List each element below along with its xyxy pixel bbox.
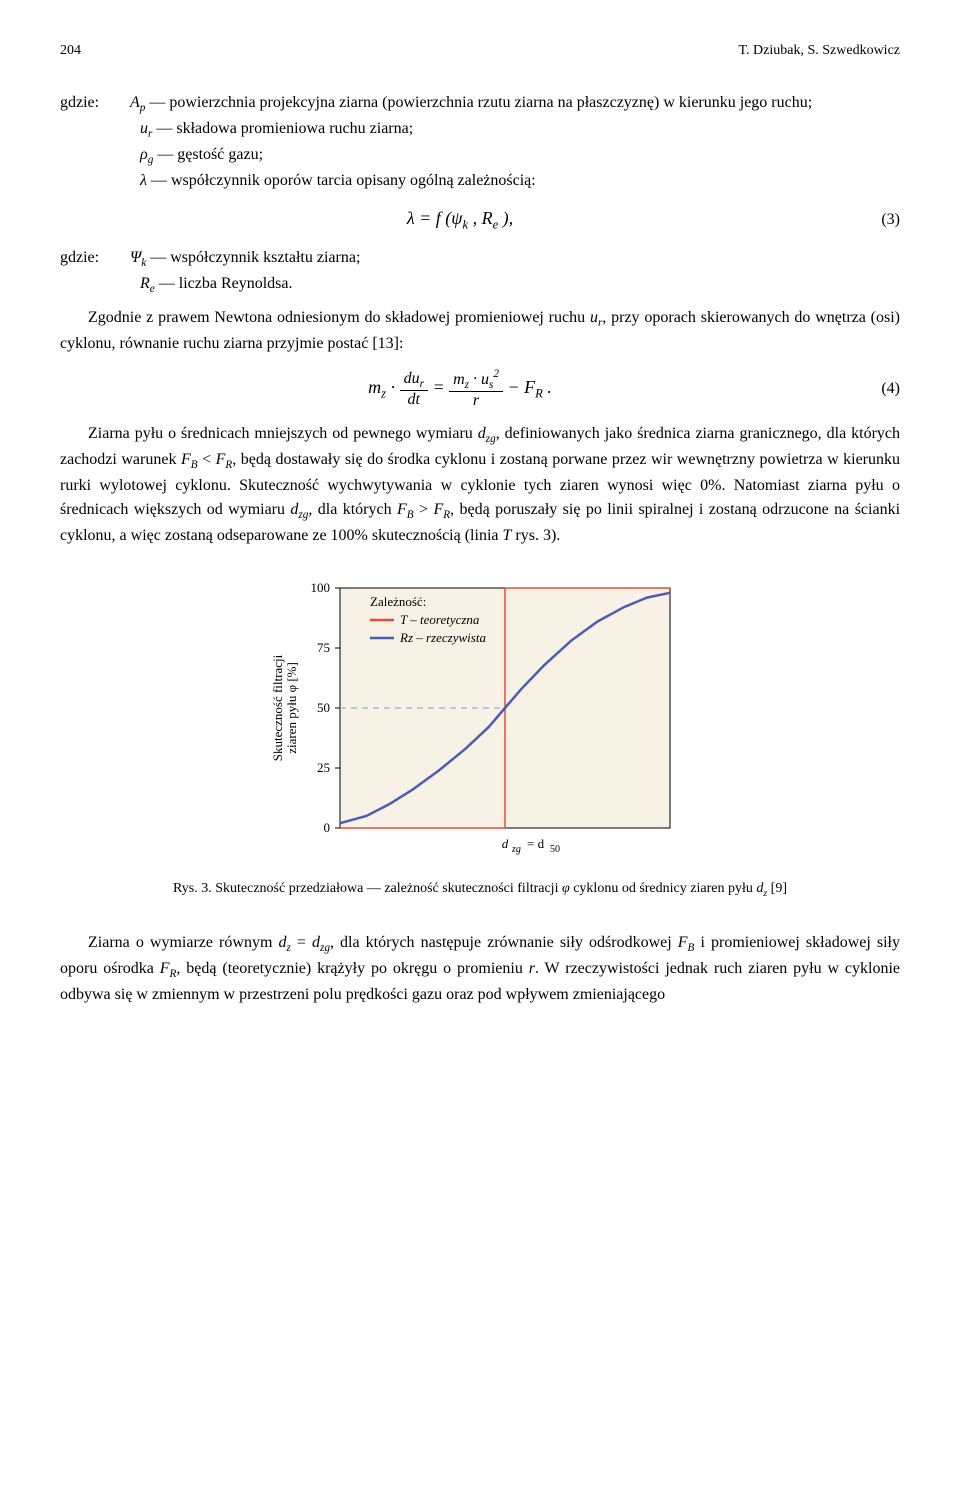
paragraph-3: Ziarna o wymiarze równym dz = dzg, dla k… (60, 931, 900, 1007)
chart-svg: 0 25 50 75 100 Skuteczność filtracjiziaren py… (270, 568, 690, 868)
gdzie-label-2: gdzie: (60, 246, 126, 270)
def-ur: ur — składowa promieniowa ruchu ziarna; (140, 117, 900, 143)
header: 204 T. Dziubak, S. Szwedkowicz (60, 40, 900, 61)
svg-text:Zależność:: Zależność: (370, 594, 426, 609)
svg-text:75: 75 (317, 640, 330, 655)
eq4-number: (4) (860, 377, 900, 401)
svg-text:0: 0 (324, 820, 331, 835)
svg-text:T – teoretyczna: T – teoretyczna (400, 612, 480, 627)
figure-3-caption: Rys. 3. Skuteczność przedziałowa — zależ… (140, 878, 820, 901)
paragraph-1: Zgodnie z prawem Newtona odniesionym do … (60, 306, 900, 356)
def-ap: Ap — powierzchnia projekcyjna ziarna (po… (130, 94, 812, 111)
svg-text:d: d (502, 836, 509, 851)
svg-text:50: 50 (317, 700, 330, 715)
definition-list-1: gdzie: Ap — powierzchnia projekcyjna zia… (140, 91, 900, 193)
eq3-number: (3) (860, 208, 900, 232)
svg-text:Skuteczność filtracjiziaren py: Skuteczność filtracjiziaren pyłu φ [%] (270, 654, 299, 761)
page-number: 204 (60, 40, 81, 61)
svg-text:= d: = d (527, 836, 545, 851)
gdzie-label: gdzie: (60, 91, 126, 115)
def-rho: ρg — gęstość gazu; (140, 143, 900, 169)
figure-3-chart: 0 25 50 75 100 Skuteczność filtracjiziaren py… (270, 568, 690, 868)
equation-3: λ = f (ψk , Re ), (3) (60, 205, 900, 234)
equation-4: mz · durdt = mz · us2r − FR . (4) (60, 368, 900, 409)
definition-list-2: gdzie: Ψk — współczynnik kształtu ziarna… (140, 246, 900, 298)
eq3-expression: λ = f (ψk , Re ), (60, 205, 860, 234)
eq4-expression: mz · durdt = mz · us2r − FR . (60, 368, 860, 409)
def-lambda: λ — współczynnik oporów tarcia opisany o… (140, 169, 900, 193)
def-psi: Ψk — współczynnik kształtu ziarna; (130, 249, 360, 266)
svg-text:25: 25 (317, 760, 330, 775)
svg-text:Rz – rzeczywista: Rz – rzeczywista (399, 630, 486, 645)
authors: T. Dziubak, S. Szwedkowicz (739, 40, 900, 61)
svg-text:zg: zg (511, 844, 521, 855)
paragraph-2: Ziarna pyłu o średnicach mniejszych od p… (60, 422, 900, 548)
svg-text:50: 50 (550, 844, 560, 855)
svg-text:100: 100 (311, 580, 331, 595)
def-re: Re — liczba Reynoldsa. (140, 272, 900, 298)
